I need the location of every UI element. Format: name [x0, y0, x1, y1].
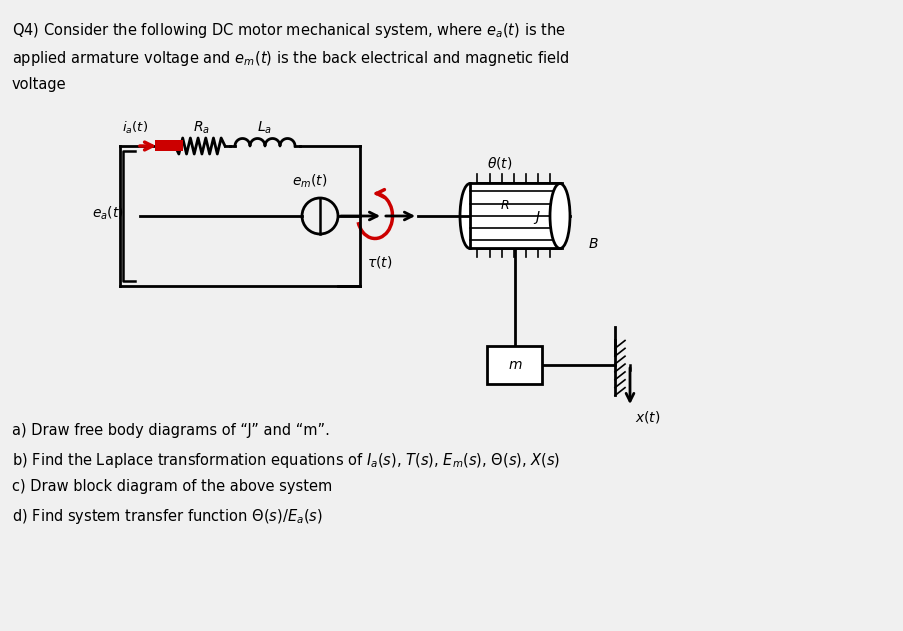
Text: b) Find the Laplace transformation equations of $I_a(s)$, $T(s)$, $E_m(s)$, $\Th: b) Find the Laplace transformation equat…: [12, 451, 560, 470]
Text: a) Draw free body diagrams of “J” and “m”.: a) Draw free body diagrams of “J” and “m…: [12, 423, 330, 438]
Ellipse shape: [460, 184, 479, 249]
Text: d) Find system transfer function $\Theta(s)/E_a(s)$: d) Find system transfer function $\Theta…: [12, 507, 322, 526]
Ellipse shape: [549, 184, 570, 249]
Text: $\theta(t)$: $\theta(t)$: [487, 155, 512, 172]
Text: $R_a$: $R_a$: [192, 120, 209, 136]
Text: $m$: $m$: [507, 358, 522, 372]
FancyBboxPatch shape: [154, 141, 182, 151]
Text: $\tau(t)$: $\tau(t)$: [367, 254, 392, 270]
Text: $J$: $J$: [533, 209, 540, 227]
Text: $e_a(t)$: $e_a(t)$: [92, 204, 124, 221]
Text: $R$: $R$: [499, 199, 509, 213]
FancyBboxPatch shape: [470, 184, 559, 249]
Text: $L_a$: $L_a$: [257, 120, 272, 136]
Text: $e_m(t)$: $e_m(t)$: [292, 173, 328, 190]
Text: Q4) Consider the following DC motor mechanical system, where $e_a(t)$ is the: Q4) Consider the following DC motor mech…: [12, 21, 565, 40]
Text: voltage: voltage: [12, 77, 67, 92]
Text: $B$: $B$: [587, 237, 598, 251]
Text: $x(t)$: $x(t)$: [634, 409, 660, 425]
Text: c) Draw block diagram of the above system: c) Draw block diagram of the above syste…: [12, 479, 332, 494]
Text: applied armature voltage and $e_m(t)$ is the back electrical and magnetic field: applied armature voltage and $e_m(t)$ is…: [12, 49, 569, 68]
FancyBboxPatch shape: [487, 346, 542, 384]
Text: $i_a(t)$: $i_a(t)$: [122, 120, 148, 136]
